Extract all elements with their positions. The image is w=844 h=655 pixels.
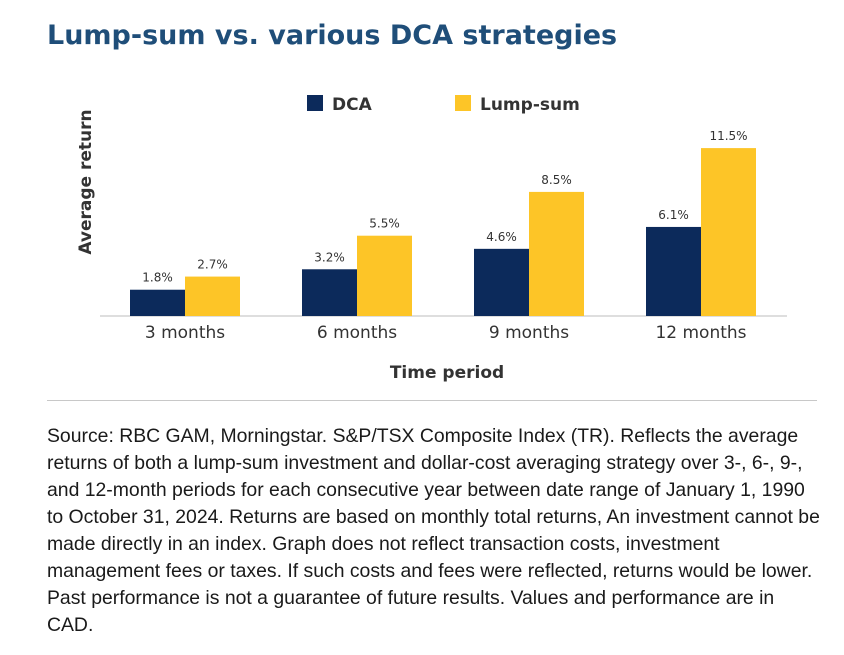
- legend-swatch-dca: [307, 95, 323, 111]
- divider: [47, 400, 817, 401]
- data-label-dca-3: 4.6%: [486, 230, 517, 244]
- source-note: Source: RBC GAM, Morningstar. S&P/TSX Co…: [47, 425, 820, 636]
- page-title: Lump-sum vs. various DCA strategies: [47, 20, 618, 51]
- bar-dca-3: [474, 248, 529, 316]
- bar-lump-sum-1: [185, 276, 240, 316]
- x-axis-title: Time period: [390, 363, 504, 383]
- legend-label-dca: DCA: [332, 95, 373, 115]
- data-label-lump-sum-4: 11.5%: [709, 129, 747, 143]
- data-label-lump-sum-2: 5.5%: [369, 217, 400, 231]
- legend-label-lump-sum: Lump-sum: [480, 95, 580, 115]
- bar-lump-sum-4: [701, 148, 756, 316]
- x-tick-label-2: 6 months: [317, 323, 397, 343]
- bar-dca-2: [302, 269, 357, 316]
- bar-lump-sum-3: [529, 191, 584, 316]
- legend-swatch-lump-sum: [455, 95, 471, 111]
- bar-dca-1: [130, 289, 185, 316]
- data-label-dca-2: 3.2%: [314, 250, 345, 264]
- bar-lump-sum-2: [357, 235, 412, 316]
- x-tick-label-1: 3 months: [145, 323, 225, 343]
- data-label-lump-sum-3: 8.5%: [541, 173, 572, 187]
- x-tick-label-3: 9 months: [489, 323, 569, 343]
- data-label-dca-4: 6.1%: [658, 208, 689, 222]
- data-label-lump-sum-1: 2.7%: [197, 258, 228, 272]
- y-axis-title: Average return: [76, 109, 96, 254]
- x-tick-label-4: 12 months: [655, 323, 746, 343]
- bar-dca-4: [646, 226, 701, 316]
- data-label-dca-1: 1.8%: [142, 271, 173, 285]
- bar-chart: 1.8% 3.2% 4.6% 6.1% 2.7% 5.5% 8.5% 11.5% 3 month…: [76, 95, 787, 383]
